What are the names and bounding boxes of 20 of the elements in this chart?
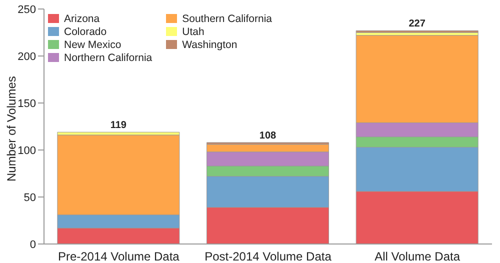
x-tick-label: Post-2014 Volume Data — [204, 250, 332, 263]
legend-label: Northern California — [64, 52, 152, 64]
total-label: 227 — [408, 18, 426, 30]
y-tick-label: 200 — [18, 50, 36, 63]
legend-label: New Mexico — [64, 38, 122, 50]
total-label: 108 — [259, 130, 277, 142]
x-tick-label: All Volume Data — [374, 250, 460, 263]
legend-label: Arizona — [64, 12, 100, 24]
x-tick-label: Pre-2014 Volume Data — [58, 250, 180, 263]
legend-label: Southern California — [182, 12, 272, 24]
y-tick-label: 150 — [18, 98, 36, 110]
y-tick-label: 0 — [30, 238, 36, 251]
y-tick-label: 250 — [18, 4, 36, 16]
y-tick-label: 100 — [18, 144, 36, 157]
y-axis-title: Number of Volumes — [4, 76, 18, 182]
total-label: 119 — [110, 120, 127, 132]
legend-label: Colorado — [64, 26, 107, 38]
legend-label: Utah — [182, 26, 204, 38]
legend-label: Washington — [182, 38, 238, 50]
y-tick-label: 50 — [24, 192, 36, 204]
